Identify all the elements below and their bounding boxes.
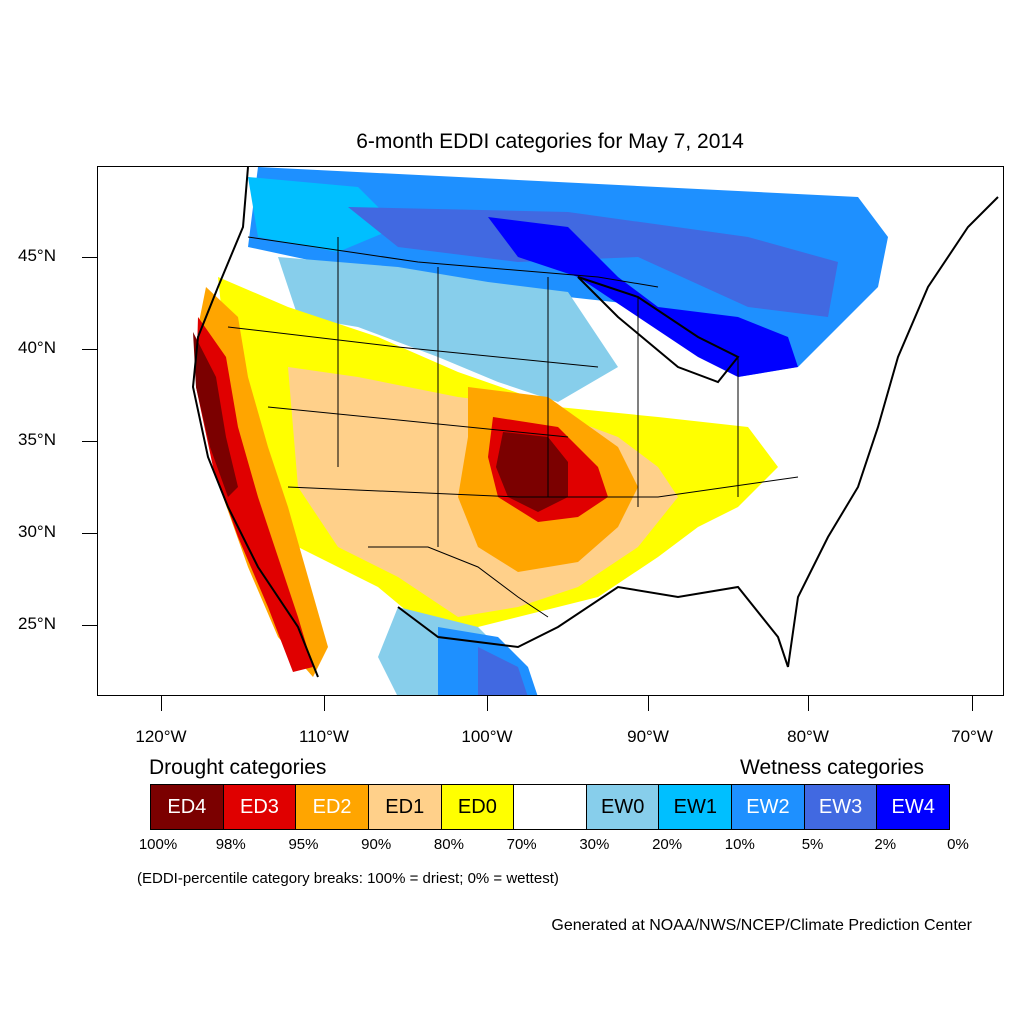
- lat-label: 25°N: [18, 614, 56, 633]
- lat-label: 45°N: [18, 246, 56, 265]
- map-panel: [97, 166, 1004, 696]
- region-ew0-north: [278, 257, 618, 402]
- lon-tick: [648, 696, 649, 711]
- legend-break-label: 10%: [724, 836, 755, 853]
- lon-label: 70°W: [951, 727, 993, 746]
- lat-tick: [82, 349, 97, 350]
- region-ew3-south: [478, 647, 528, 695]
- lat-tick: [82, 257, 97, 258]
- political-borders: [227, 236, 799, 618]
- lon-label: 80°W: [787, 727, 829, 746]
- credit-line: Generated at NOAA/NWS/NCEP/Climate Predi…: [551, 917, 972, 934]
- lon-tick: [487, 696, 488, 711]
- region-ed3-west: [196, 317, 313, 672]
- legend-break-label: 98%: [215, 836, 246, 853]
- legend-break-label: 95%: [288, 836, 319, 853]
- legend-break-label: 20%: [652, 836, 683, 853]
- category-note: (EDDI-percentile category breaks: 100% =…: [137, 870, 559, 887]
- lon-tick: [808, 696, 809, 711]
- eddi-map: [191, 167, 999, 695]
- legend-box: ED1: [368, 785, 442, 829]
- lat-label: 30°N: [18, 522, 56, 541]
- legend-box: EW0: [586, 785, 660, 829]
- legend-break-label: 100%: [138, 836, 178, 853]
- legend-break-label: 90%: [361, 836, 392, 853]
- legend-box: ED2: [296, 785, 369, 829]
- lon-tick: [972, 696, 973, 711]
- drought-heading: Drought categories: [149, 756, 327, 779]
- lon-label: 100°W: [461, 727, 513, 746]
- legend-break-label: 5%: [801, 836, 824, 853]
- legend-box: EW3: [804, 785, 878, 829]
- region-ew1-north: [248, 177, 398, 252]
- lat-label: 35°N: [18, 430, 56, 449]
- lon-label: 90°W: [627, 727, 669, 746]
- region-ed4: [496, 432, 568, 512]
- region-ew3-north: [348, 207, 838, 317]
- region-ed4-west: [193, 332, 238, 497]
- legend-break-label: 80%: [433, 836, 464, 853]
- legend-box: [514, 785, 587, 829]
- legend-box: ED4: [151, 785, 224, 829]
- legend-box: EW1: [659, 785, 733, 829]
- legend-break-label: 0%: [947, 836, 969, 853]
- lon-label: 120°W: [135, 727, 187, 746]
- legend-box: ED0: [441, 785, 515, 829]
- lat-tick: [82, 625, 97, 626]
- lon-tick: [161, 696, 162, 711]
- wetness-heading: Wetness categories: [740, 756, 925, 779]
- legend-box: EW2: [732, 785, 805, 829]
- legend-color-bar: ED4 ED3 ED2 ED1 ED0 EW0 EW1 EW2 EW3 EW4: [150, 784, 950, 830]
- lon-tick: [324, 696, 325, 711]
- legend-break-label: 30%: [579, 836, 610, 853]
- legend-break-label: 70%: [506, 836, 537, 853]
- legend-break-label: 2%: [874, 836, 897, 853]
- lat-tick: [82, 441, 97, 442]
- lat-label: 40°N: [18, 338, 56, 357]
- coastlines: [191, 167, 999, 678]
- lat-tick: [82, 533, 97, 534]
- legend-box: ED3: [223, 785, 297, 829]
- map-title: 6-month EDDI categories for May 7, 2014: [356, 130, 744, 153]
- lon-label: 110°W: [299, 727, 349, 746]
- legend-box: EW4: [877, 785, 950, 829]
- region-ew4-lakes: [488, 217, 798, 377]
